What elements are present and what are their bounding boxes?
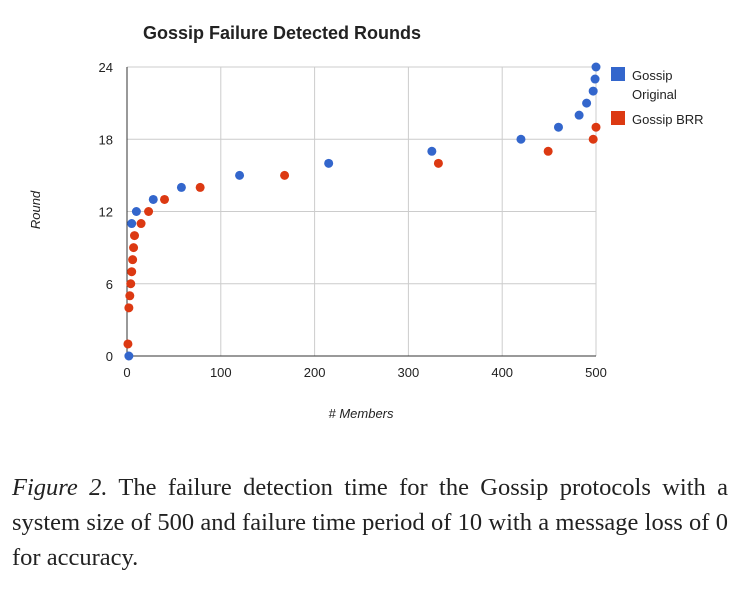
data-point-original — [591, 62, 601, 72]
data-point-brr — [160, 194, 170, 204]
data-point-brr — [123, 339, 133, 349]
y-tick-label: 0 — [106, 349, 113, 364]
caption-label: Figure 2. — [12, 474, 108, 501]
data-point-brr — [588, 134, 598, 144]
data-point-original — [553, 122, 563, 132]
caption-text: The failure detection time for the Gossi… — [12, 474, 728, 571]
y-axis-label: Round — [28, 190, 43, 229]
y-tick-label: 24 — [99, 60, 113, 75]
y-tick-label: 18 — [99, 132, 113, 147]
data-point-brr — [433, 158, 443, 168]
x-axis-label: # Members — [328, 406, 394, 421]
legend-label-original-line1: Gossip — [632, 68, 672, 83]
data-point-original — [131, 207, 141, 216]
data-point-brr — [144, 207, 154, 216]
data-point-original — [588, 86, 598, 96]
x-tick-label: 200 — [304, 365, 326, 380]
data-point-brr — [127, 267, 137, 277]
x-tick-label: 500 — [585, 365, 607, 380]
legend-label-original-line2: Original — [632, 87, 677, 102]
y-tick-label: 6 — [106, 277, 113, 292]
legend-swatch-brr — [611, 111, 625, 125]
data-point-brr — [543, 146, 553, 156]
data-point-brr — [124, 303, 134, 313]
chart-title: Gossip Failure Detected Rounds — [143, 23, 421, 43]
tick-labels: 0 100 200 300 400 500 0 6 12 18 24 — [99, 60, 607, 380]
data-point-original — [324, 158, 334, 168]
figure-caption: Figure 2. The failure detection time for… — [12, 470, 728, 575]
data-point-brr — [129, 243, 139, 253]
x-tick-label: 400 — [491, 365, 513, 380]
data-point-original — [590, 74, 600, 84]
data-point-original — [148, 194, 158, 204]
data-point-original — [516, 134, 526, 144]
data-point-brr — [591, 122, 601, 132]
data-point-original — [235, 170, 245, 180]
x-tick-label: 300 — [398, 365, 420, 380]
data-point-original — [176, 182, 186, 192]
data-point-original — [574, 110, 584, 120]
data-point-brr — [130, 231, 140, 241]
data-point-brr — [125, 291, 135, 301]
data-point-original — [127, 219, 137, 229]
x-tick-label: 0 — [123, 365, 130, 380]
legend-swatch-original — [611, 67, 625, 81]
data-point-brr — [126, 279, 136, 289]
data-point-brr — [280, 170, 290, 180]
data-point-brr — [128, 255, 138, 265]
data-point-original — [582, 98, 592, 108]
data-point-brr — [195, 182, 205, 192]
legend: Gossip Original Gossip BRR — [611, 67, 704, 127]
x-tick-label: 100 — [210, 365, 232, 380]
data-point-brr — [136, 219, 146, 229]
data-points — [123, 62, 601, 361]
data-point-original — [124, 351, 134, 361]
legend-label-brr: Gossip BRR — [632, 112, 704, 127]
scatter-chart: Gossip Failure Detected Rounds 0 100 200 30… — [28, 23, 704, 421]
data-point-original — [427, 146, 437, 156]
grid — [127, 66, 597, 356]
y-tick-label: 12 — [99, 205, 113, 220]
